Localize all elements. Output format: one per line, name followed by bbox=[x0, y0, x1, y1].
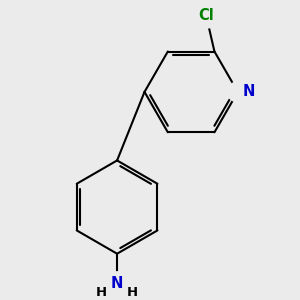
Text: H: H bbox=[96, 286, 107, 298]
Ellipse shape bbox=[94, 272, 140, 296]
Ellipse shape bbox=[227, 81, 257, 103]
Text: N: N bbox=[242, 84, 254, 99]
Text: N: N bbox=[111, 276, 123, 291]
Text: H: H bbox=[127, 286, 138, 298]
Text: Cl: Cl bbox=[198, 8, 214, 23]
Ellipse shape bbox=[189, 4, 224, 28]
